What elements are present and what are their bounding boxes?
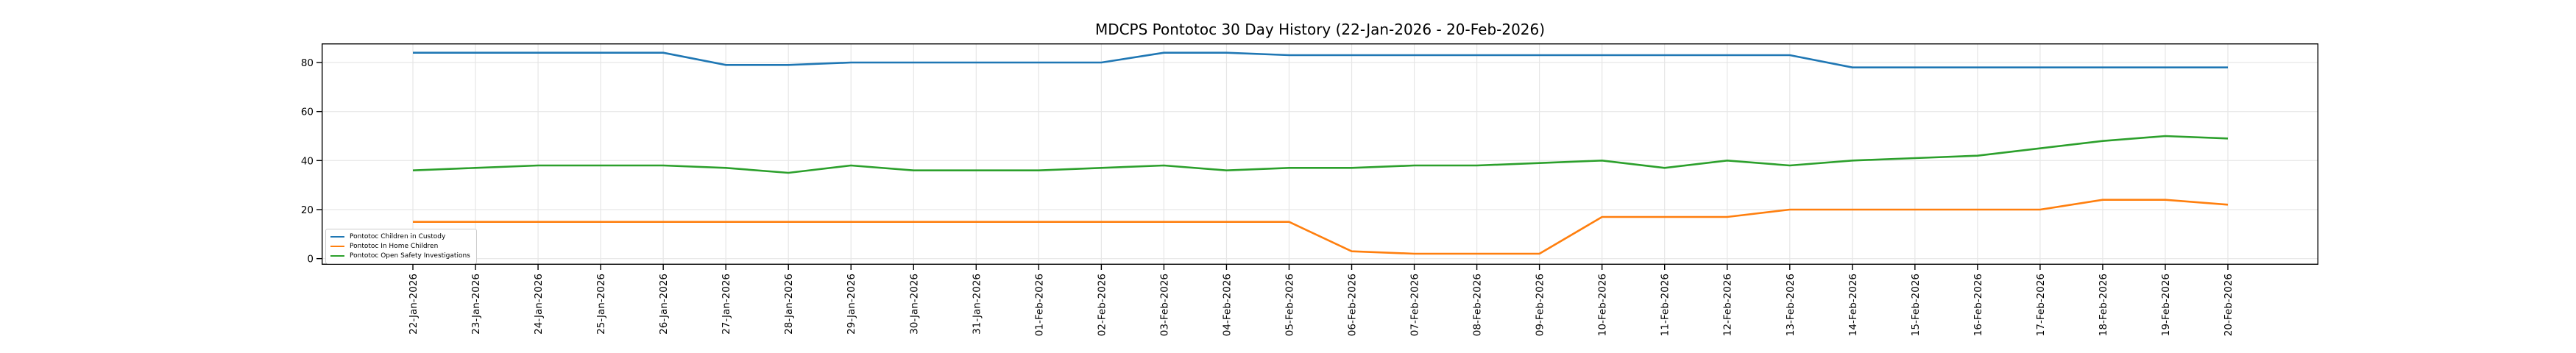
x-tick-label: 03-Feb-2026 xyxy=(1158,274,1170,336)
y-tick-labels: 0 20 40 60 80 xyxy=(301,57,314,265)
x-tick-label: 26-Jan-2026 xyxy=(658,274,670,335)
x-tick-label: 27-Jan-2026 xyxy=(721,274,732,335)
series-line-1 xyxy=(413,199,2229,255)
series-line-2 xyxy=(412,135,2229,174)
x-tick-label: 28-Jan-2026 xyxy=(783,274,795,335)
x-tick-labels: 22-Jan-2026 23-Jan-2026 24-Jan-2026 25-Jan-… xyxy=(408,274,2234,336)
x-tick-label: 04-Feb-2026 xyxy=(1221,274,1233,336)
chart-title: MDCPS Pontotoc 30 Day History (22-Jan-20… xyxy=(1094,21,1546,38)
x-tick-label: 01-Feb-2026 xyxy=(1033,274,1045,336)
x-tick-label: 17-Feb-2026 xyxy=(2035,274,2047,336)
x-tick-label: 13-Feb-2026 xyxy=(1785,274,1797,336)
legend-item: Pontotoc Children in Custody xyxy=(330,232,470,241)
x-tick-label: 14-Feb-2026 xyxy=(1847,274,1859,336)
x-tick-label: 16-Feb-2026 xyxy=(1972,274,1984,336)
x-tick-label: 19-Feb-2026 xyxy=(2160,274,2172,336)
x-tick-label: 09-Feb-2026 xyxy=(1535,274,1546,336)
x-tick-label: 07-Feb-2026 xyxy=(1409,274,1421,336)
legend-label: Pontotoc Children in Custody xyxy=(350,233,446,240)
y-tick-label: 60 xyxy=(301,107,314,118)
gridlines xyxy=(322,43,2318,265)
plot-area: 22-Jan-2026 23-Jan-2026 24-Jan-2026 25-Jan-… xyxy=(301,43,2319,336)
x-tick-label: 31-Jan-2026 xyxy=(971,274,983,335)
x-tick-label: 24-Jan-2026 xyxy=(533,274,545,335)
legend-line-swatch-icon xyxy=(330,246,344,247)
legend-line-swatch-icon xyxy=(330,255,344,257)
legend-item: Pontotoc In Home Children xyxy=(330,242,470,251)
x-tick-label: 06-Feb-2026 xyxy=(1347,274,1359,336)
x-tick-label: 10-Feb-2026 xyxy=(1597,274,1609,336)
plot-border xyxy=(321,43,2319,265)
x-tick-label: 20-Feb-2026 xyxy=(2223,274,2234,336)
tick-marks xyxy=(316,62,2229,270)
legend-line-swatch-icon xyxy=(330,236,344,238)
x-tick-label: 22-Jan-2026 xyxy=(408,274,420,335)
y-tick-label: 0 xyxy=(307,254,314,265)
x-tick-label: 23-Jan-2026 xyxy=(470,274,482,335)
x-tick-label: 25-Jan-2026 xyxy=(595,274,607,335)
y-tick-label: 20 xyxy=(301,204,314,216)
x-tick-label: 02-Feb-2026 xyxy=(1096,274,1108,336)
legend-item: Pontotoc Open Safety Investigations xyxy=(330,252,470,260)
legend: Pontotoc Children in Custody Pontotoc In … xyxy=(325,229,477,264)
x-tick-label: 11-Feb-2026 xyxy=(1660,274,1671,336)
legend-label: Pontotoc Open Safety Investigations xyxy=(350,252,470,260)
x-tick-label: 29-Jan-2026 xyxy=(846,274,857,335)
x-tick-label: 30-Jan-2026 xyxy=(908,274,920,335)
x-tick-label: 05-Feb-2026 xyxy=(1284,274,1296,336)
y-tick-label: 40 xyxy=(301,155,314,167)
series-line-0 xyxy=(413,51,2228,69)
x-tick-label: 15-Feb-2026 xyxy=(1910,274,1922,336)
x-tick-label: 08-Feb-2026 xyxy=(1472,274,1484,336)
x-tick-label: 12-Feb-2026 xyxy=(1722,274,1734,336)
y-tick-label: 80 xyxy=(301,57,314,69)
legend-label: Pontotoc In Home Children xyxy=(350,243,439,250)
x-tick-label: 18-Feb-2026 xyxy=(2098,274,2109,336)
